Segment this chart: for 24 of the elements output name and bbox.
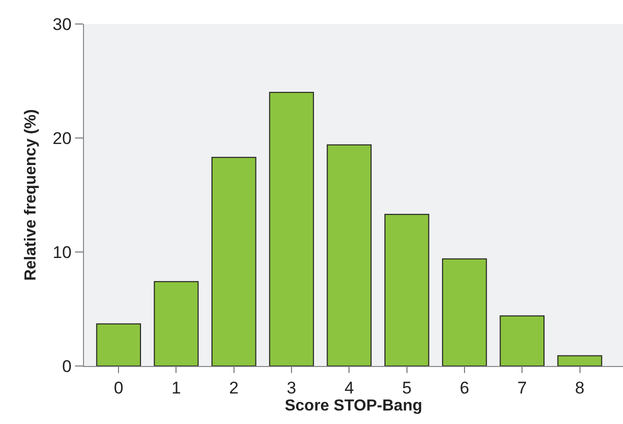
x-tick-label: 3 bbox=[286, 378, 296, 398]
bar bbox=[500, 315, 545, 366]
x-tick-label: 2 bbox=[229, 378, 239, 398]
bar bbox=[96, 323, 141, 366]
bar bbox=[211, 156, 256, 366]
x-tick-label: 0 bbox=[114, 378, 124, 398]
x-tick-label: 7 bbox=[517, 378, 527, 398]
bar bbox=[326, 144, 372, 366]
y-tick-label: 20 bbox=[52, 128, 72, 148]
bar bbox=[154, 281, 199, 366]
x-tick-label: 1 bbox=[172, 378, 181, 398]
x-tick-label: 5 bbox=[402, 378, 412, 398]
y-tick-label: 30 bbox=[52, 14, 72, 34]
x-axis-title: Score STOP-Bang bbox=[284, 397, 422, 414]
x-tick-label: 8 bbox=[575, 378, 584, 398]
bar bbox=[557, 355, 602, 366]
x-tick-label: 6 bbox=[460, 378, 470, 398]
bar bbox=[384, 214, 430, 366]
y-tick-label: 10 bbox=[52, 242, 72, 262]
x-tick-label: 4 bbox=[344, 378, 354, 398]
y-tick-label: 0 bbox=[62, 356, 72, 376]
bar bbox=[442, 258, 487, 366]
y-axis-title: Relative frequency (%) bbox=[22, 109, 40, 281]
bar bbox=[269, 92, 314, 366]
